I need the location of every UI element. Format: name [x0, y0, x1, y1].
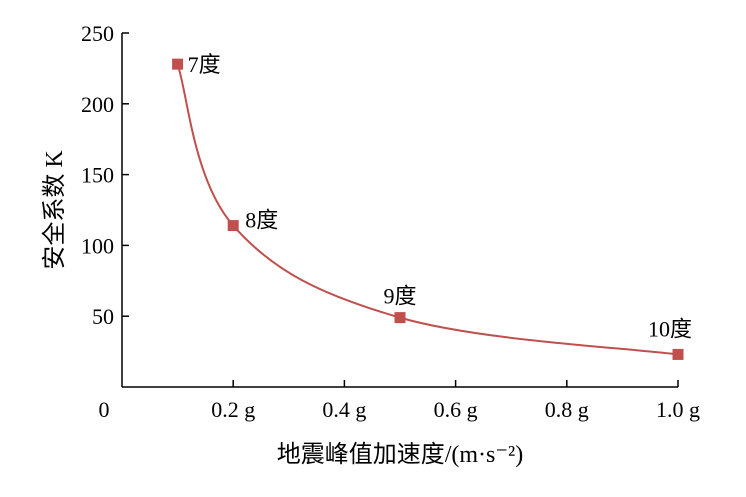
y-tick-label: 200	[81, 92, 114, 117]
x-tick-label: 0.8 g	[545, 397, 589, 422]
data-point-marker	[394, 312, 406, 324]
y-tick-label: 100	[81, 233, 114, 258]
data-point-marker	[672, 348, 684, 360]
data-point-marker	[172, 58, 184, 70]
data-point-label: 8度	[245, 208, 278, 233]
y-tick-label: 150	[81, 163, 114, 188]
x-tick-label: 1.0 g	[656, 397, 700, 422]
x-ticks: 0 0.2 g 0.4 g 0.6 g 0.8 g 1.0 g	[99, 380, 700, 422]
x-tick-label: 0	[99, 397, 110, 422]
markers	[172, 58, 684, 360]
x-axis-label: 地震峰值加速度/(m·s⁻²)	[277, 441, 524, 468]
y-axis-label: 安全系数 K	[41, 150, 68, 270]
data-point-label: 9度	[383, 284, 416, 309]
x-tick-label: 0.6 g	[434, 397, 478, 422]
axes	[121, 33, 678, 388]
data-point-label: 10度	[648, 316, 692, 341]
point-labels: 7度 8度 9度 10度	[188, 52, 692, 341]
y-tick-label: 250	[81, 21, 114, 46]
data-point-marker	[227, 220, 239, 232]
x-tick-label: 0.4 g	[322, 397, 366, 422]
series-line	[176, 63, 679, 356]
y-tick-label: 50	[92, 304, 114, 329]
y-ticks: 50 100 150 200 250	[81, 21, 129, 329]
data-point-label: 7度	[188, 52, 221, 77]
x-tick-label: 0.2 g	[211, 397, 255, 422]
